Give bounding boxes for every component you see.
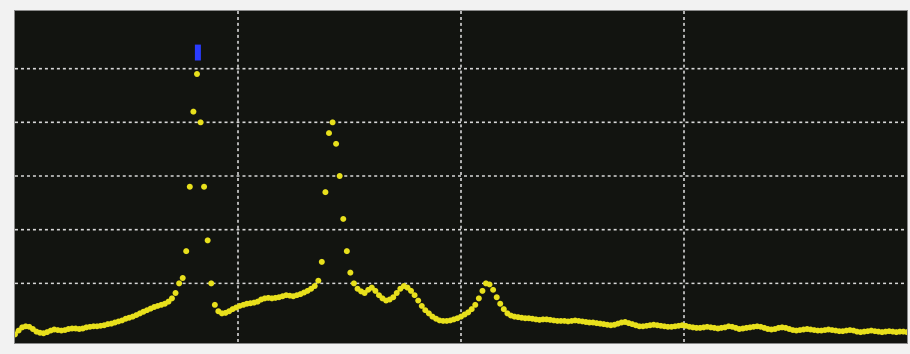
trace-point: [472, 301, 479, 308]
scope-display: [14, 10, 908, 344]
trace-point: [190, 108, 197, 115]
trace-point: [343, 248, 350, 255]
trace-point: [208, 280, 215, 287]
trace-point: [493, 294, 500, 301]
trace-point: [197, 119, 204, 126]
trace-point: [186, 183, 193, 190]
trace-point: [318, 258, 325, 265]
marker-layer: [194, 44, 201, 61]
trace-point: [479, 287, 486, 294]
trace-point: [411, 292, 418, 299]
trace: [15, 71, 907, 338]
trace-point: [347, 269, 354, 276]
trace-point: [500, 306, 507, 313]
trace-point: [204, 237, 211, 244]
trace-point: [311, 283, 318, 290]
trace-point: [183, 248, 190, 255]
trace-point: [336, 173, 343, 179]
trace-point: [393, 290, 400, 296]
trace-point: [322, 189, 329, 196]
trace-point: [326, 130, 332, 137]
trace-point: [390, 294, 397, 301]
peak-marker[interactable]: [194, 44, 201, 61]
trace-point: [408, 287, 415, 294]
trace-point: [193, 71, 200, 78]
trace-point: [415, 297, 422, 304]
trace-point: [475, 295, 482, 302]
trace-point: [168, 295, 175, 302]
trace-point: [468, 306, 475, 313]
trace-point: [372, 287, 379, 294]
trace-point: [418, 302, 425, 309]
trace-point: [333, 140, 340, 147]
trace-point: [201, 183, 208, 190]
trace-point: [490, 286, 497, 293]
trace-point: [340, 215, 347, 222]
trace-point: [497, 300, 504, 307]
trace-point: [486, 281, 493, 288]
trace-point: [176, 280, 183, 287]
trace-point: [315, 277, 322, 284]
trace-point: [904, 329, 907, 336]
trace-point: [179, 275, 186, 281]
trace-point: [350, 280, 357, 287]
grid: [15, 11, 907, 343]
scope-plot: [15, 11, 907, 343]
trace-point: [211, 301, 218, 308]
trace-point: [172, 290, 179, 296]
trace-point: [329, 119, 336, 126]
